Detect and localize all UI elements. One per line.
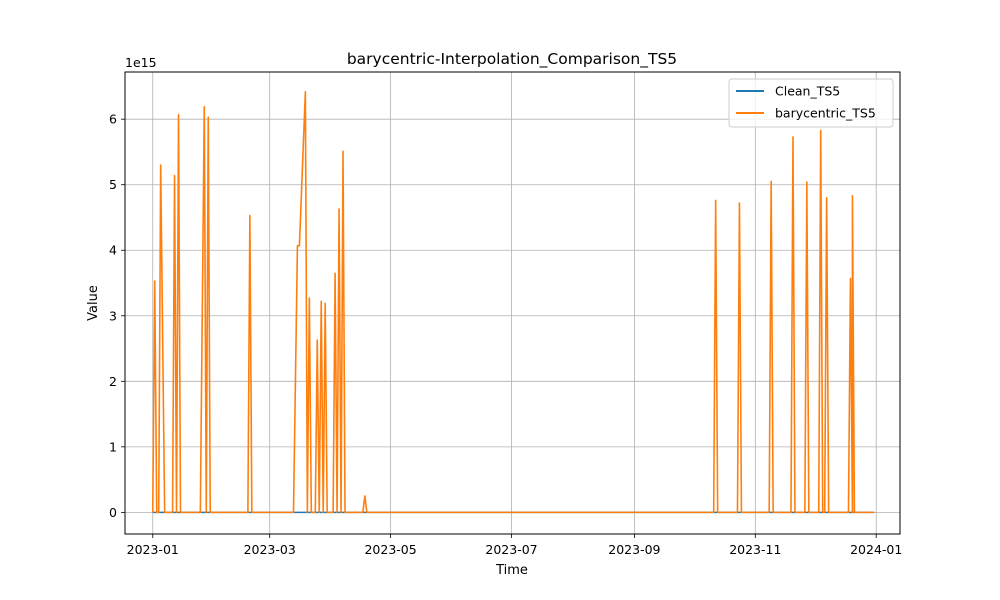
y-tick-label: 2 (109, 374, 117, 389)
legend-box (728, 78, 894, 128)
x-axis: 2023-01 2023-03 2023-05 2023-07 2023-09 2023-… (127, 534, 902, 557)
chart-title: barycentric-Interpolation_Comparison_TS5 (347, 50, 677, 69)
x-tick-label: 2023-11 (729, 542, 781, 557)
y-tick-label: 3 (109, 308, 117, 323)
x-tick-label: 2023-09 (608, 542, 660, 557)
y-tick-label: 0 (109, 505, 117, 520)
x-tick-label: 2023-07 (485, 542, 537, 557)
series-layer (151, 90, 875, 514)
y-tick-label: 6 (109, 112, 117, 127)
y-axis-label: Value (86, 285, 101, 321)
x-tick-label: 2024-01 (850, 542, 902, 557)
y-axis: 0 1 2 3 4 5 6 (109, 112, 125, 520)
x-tick-label: 2023-01 (127, 542, 179, 557)
plot-frame (124, 71, 901, 535)
y-offset-label: 1e15 (125, 55, 157, 70)
legend-label-barycentric-ts5: barycentric_TS5 (775, 106, 876, 121)
legend-label-clean-ts5: Clean_TS5 (775, 84, 840, 99)
x-axis-label: Time (495, 563, 528, 578)
legend: Clean_TS5 barycentric_TS5 (728, 78, 894, 128)
x-tick-label: 2023-03 (244, 542, 296, 557)
y-tick-label: 5 (109, 177, 117, 192)
y-tick-label: 1 (109, 439, 117, 454)
y-tick-label: 4 (109, 243, 117, 258)
x-tick-label: 2023-05 (364, 542, 416, 557)
series-line-barycentric-ts5 (151, 90, 875, 514)
